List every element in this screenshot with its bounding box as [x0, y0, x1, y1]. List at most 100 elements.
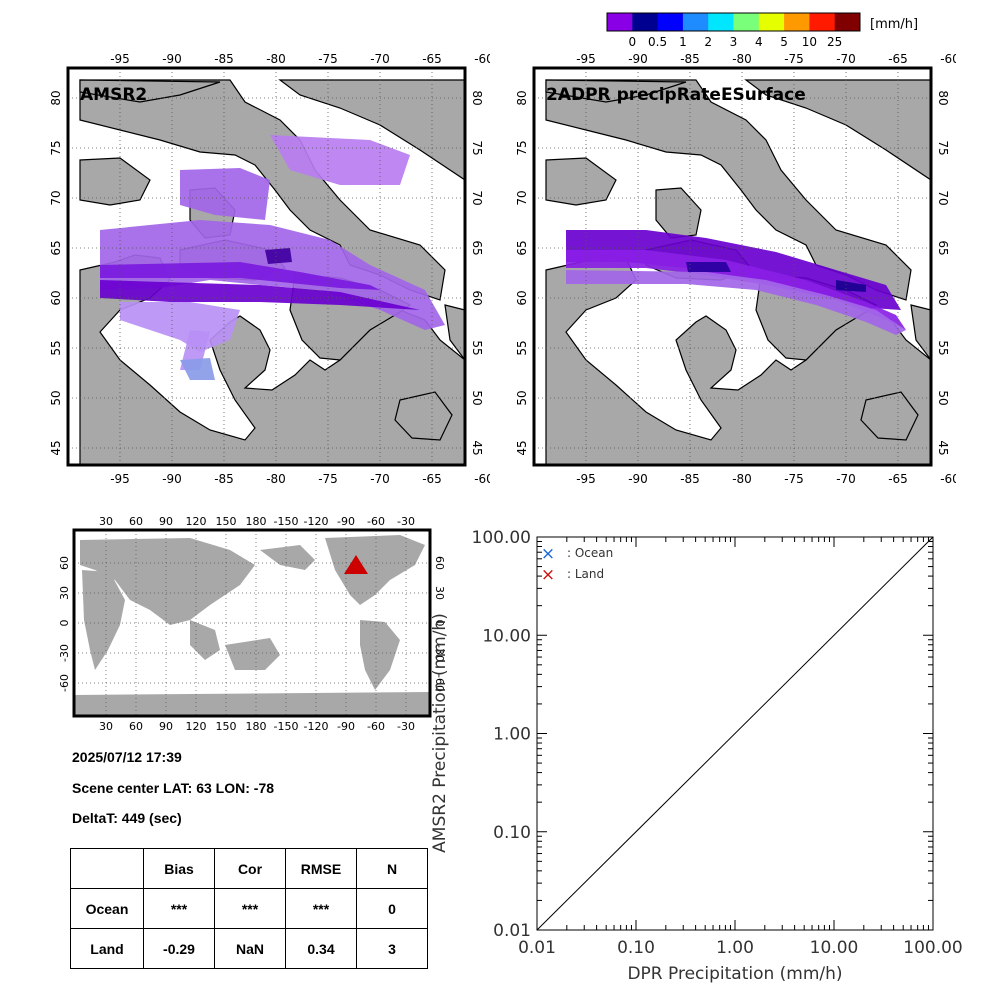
table-row: Land -0.29 NaN 0.34 3: [70, 928, 428, 969]
lon-tick-label: -60: [474, 472, 490, 485]
world-lon-tick-label: -30: [397, 515, 415, 528]
lon-tick-label: -60: [940, 472, 956, 485]
colorbar-tick-label: 0: [628, 35, 636, 49]
lat-tick-label: 50: [936, 390, 950, 405]
world-lat-tick-label: -60: [433, 674, 446, 692]
colorbar-swatch: [784, 13, 810, 31]
world-lon-tick-label: -150: [274, 720, 299, 733]
world-land: [325, 535, 425, 605]
cor-cell: NaN: [214, 928, 286, 969]
world-lon-tick-label: -120: [304, 720, 329, 733]
lat-tick-label: 80: [515, 90, 529, 105]
land-region: [394, 391, 453, 441]
x-tick-label: 100.00: [903, 938, 962, 958]
lat-tick-label: 55: [470, 340, 484, 355]
bias-cell: ***: [143, 888, 215, 929]
world-lon-tick-label: 120: [186, 720, 207, 733]
table-header-row: Bias Cor RMSE N: [70, 848, 428, 889]
lat-tick-label: 60: [49, 290, 63, 305]
lat-tick-label: 80: [470, 90, 484, 105]
lon-tick-label: -95: [110, 52, 130, 66]
land-region: [79, 157, 151, 206]
rmse-cell: ***: [285, 888, 357, 929]
world-lat-tick-label: -30: [58, 644, 71, 662]
colorbar-swatch: [607, 13, 633, 31]
precip-region: [566, 250, 906, 330]
table-header-cell: Bias: [143, 848, 215, 889]
lat-tick-label: 75: [49, 140, 63, 155]
world-lon-tick-label: -60: [367, 515, 385, 528]
world-land: [190, 620, 220, 660]
land-region: [444, 304, 465, 361]
rmse-cell: 0.34: [285, 928, 357, 969]
colorbar-tick-label: 5: [780, 35, 788, 49]
world-lon-tick-label: 120: [186, 515, 207, 528]
lon-tick-label: -80: [732, 472, 752, 485]
precip-region: [180, 358, 215, 380]
x-tick-label: 0.10: [617, 938, 655, 958]
lat-tick-label: 45: [49, 440, 63, 455]
lat-tick-label: 60: [515, 290, 529, 305]
lon-tick-label: -80: [732, 52, 752, 66]
colorbar-tick-label: 3: [730, 35, 738, 49]
land-region: [545, 157, 617, 206]
world-lon-tick-label: 90: [159, 720, 173, 733]
world-land: [360, 620, 400, 690]
lon-tick-label: -70: [836, 52, 856, 66]
scene-center-text: Scene center LAT: 63 LON: -78: [72, 780, 275, 796]
colorbar-tick-label: 1: [679, 35, 687, 49]
world-lon-tick-label: 150: [216, 515, 237, 528]
lon-tick-label: -65: [422, 472, 442, 485]
table-header-cell: N: [356, 848, 428, 889]
lon-tick-label: -60: [474, 52, 490, 66]
land-region: [545, 79, 687, 103]
lon-tick-label: -90: [628, 472, 648, 485]
scene-location-marker: [344, 555, 368, 574]
map-amsr2: -95 -95 -90 -90 -85 -85 -80 -80 -75 -75 -70 -70 -65 -…: [49, 52, 490, 485]
bias-cell: -0.29: [143, 928, 215, 969]
lon-tick-label: -80: [266, 52, 286, 66]
world-lon-tick-label: 180: [246, 720, 267, 733]
lat-tick-label: 50: [515, 390, 529, 405]
precip-region: [265, 248, 292, 264]
world-lon-tick-label: 180: [246, 515, 267, 528]
x-tick-label: 0.01: [518, 938, 556, 958]
world-lat-tick-label: 0: [58, 620, 71, 627]
lon-tick-label: -75: [784, 472, 804, 485]
lat-tick-label: 70: [470, 190, 484, 205]
lon-tick-label: -65: [888, 472, 908, 485]
world-lon-tick-label: 150: [216, 720, 237, 733]
map-title: AMSR2: [80, 85, 147, 105]
lon-tick-label: -95: [576, 52, 596, 66]
map-title: 2ADPR precipRateESurface: [546, 85, 806, 105]
land-region: [910, 304, 931, 361]
land-region: [79, 79, 221, 103]
table-header-cell: [70, 848, 144, 889]
lat-tick-label: 75: [515, 140, 529, 155]
lat-tick-label: 55: [936, 340, 950, 355]
lat-tick-label: 45: [936, 440, 950, 455]
world-lon-tick-label: -90: [337, 720, 355, 733]
lon-tick-label: -75: [318, 472, 338, 485]
y-tick-label: 1.00: [493, 725, 531, 745]
world-lon-tick-label: -150: [274, 515, 299, 528]
precip-region: [686, 262, 731, 272]
world-lon-tick-label: 90: [159, 515, 173, 528]
y-tick-label: 10.00: [482, 626, 531, 646]
lon-tick-label: -95: [110, 472, 130, 485]
one-to-one-line: [536, 536, 934, 931]
x-axis-label: DPR Precipitation (mm/h): [627, 964, 842, 984]
world-lon-tick-label: -30: [397, 720, 415, 733]
row-label: Land: [70, 928, 144, 969]
colorbar-swatch: [809, 13, 836, 31]
lon-tick-label: -70: [370, 52, 390, 66]
world-lon-tick-label: -120: [304, 515, 329, 528]
world-lon-tick-label: 60: [129, 720, 143, 733]
x-tick-label: 1.00: [716, 938, 754, 958]
lat-tick-label: 50: [470, 390, 484, 405]
world-land: [225, 638, 280, 670]
colorbar-tick-label: 10: [802, 35, 817, 49]
y-tick-label: 0.10: [493, 823, 531, 843]
legend-label: : Land: [567, 567, 604, 581]
lon-tick-label: -85: [214, 52, 234, 66]
